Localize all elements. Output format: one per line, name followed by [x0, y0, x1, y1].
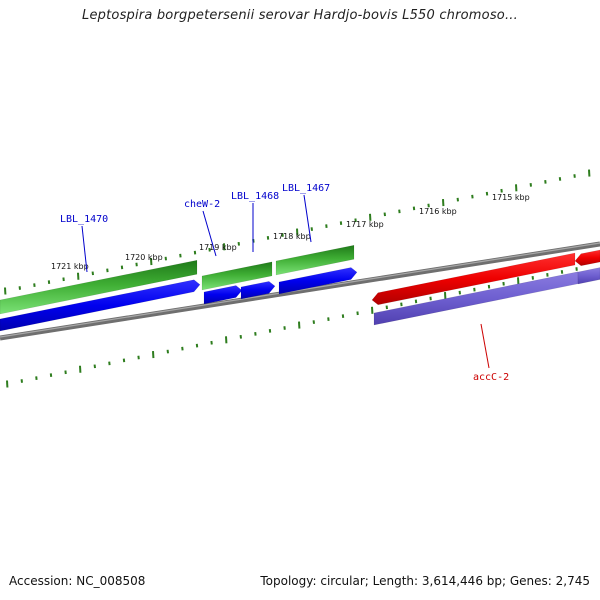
scale-label: 1715 kbp: [492, 193, 530, 202]
gene-label: cheW-2: [184, 199, 220, 210]
green-feature-1: [0, 259, 198, 315]
gene-label: accC-2: [473, 372, 509, 383]
purple-feature-2: [577, 267, 600, 285]
blue-gene-4: [278, 267, 358, 295]
scale-label: 1718 kbp: [273, 232, 311, 241]
outer-tick-row: [4, 169, 591, 295]
gene-label-leader: [303, 194, 312, 243]
scale-label: 1720 kbp: [125, 253, 163, 262]
backbone: [0, 241, 600, 341]
backbone-line: [0, 241, 600, 341]
gene-label: LBL_1467: [282, 183, 330, 194]
gene-label-leader: [81, 225, 88, 273]
inner-tick-row: [6, 267, 578, 388]
scale-label: 1719 kbp: [199, 243, 237, 252]
map-title: Leptospira borgpetersenii serovar Hardjo…: [82, 8, 518, 23]
scale-labels: 1721 kbp 1720 kbp 1719 kbp 1718 kbp 1717 kbp…: [51, 193, 530, 271]
backbone-highlight: [0, 242, 600, 338]
scale-label: 1717 kbp: [346, 220, 384, 229]
scale-label: 1716 kbp: [419, 207, 457, 216]
scale-ticks: [4, 169, 591, 388]
gene-label: LBL_1468: [231, 191, 279, 202]
blue-gene-3: [240, 281, 276, 300]
scale-label: 1721 kbp: [51, 262, 89, 271]
gene-features: [0, 244, 600, 332]
gene-label-leader: [202, 210, 217, 257]
red-gene-2: [574, 249, 600, 267]
red-gene-1: [371, 252, 576, 306]
blue-gene-2: [203, 285, 243, 305]
blue-gene-1: [0, 279, 201, 332]
genome-stats-text: Topology: circular; Length: 3,614,446 bp…: [260, 574, 590, 588]
green-feature-3: [275, 244, 355, 276]
gene-label-leader: [480, 323, 490, 369]
green-feature-2: [201, 261, 273, 291]
accession-text: Accession: NC_008508: [9, 574, 146, 588]
gene-label: LBL_1470: [60, 214, 108, 225]
